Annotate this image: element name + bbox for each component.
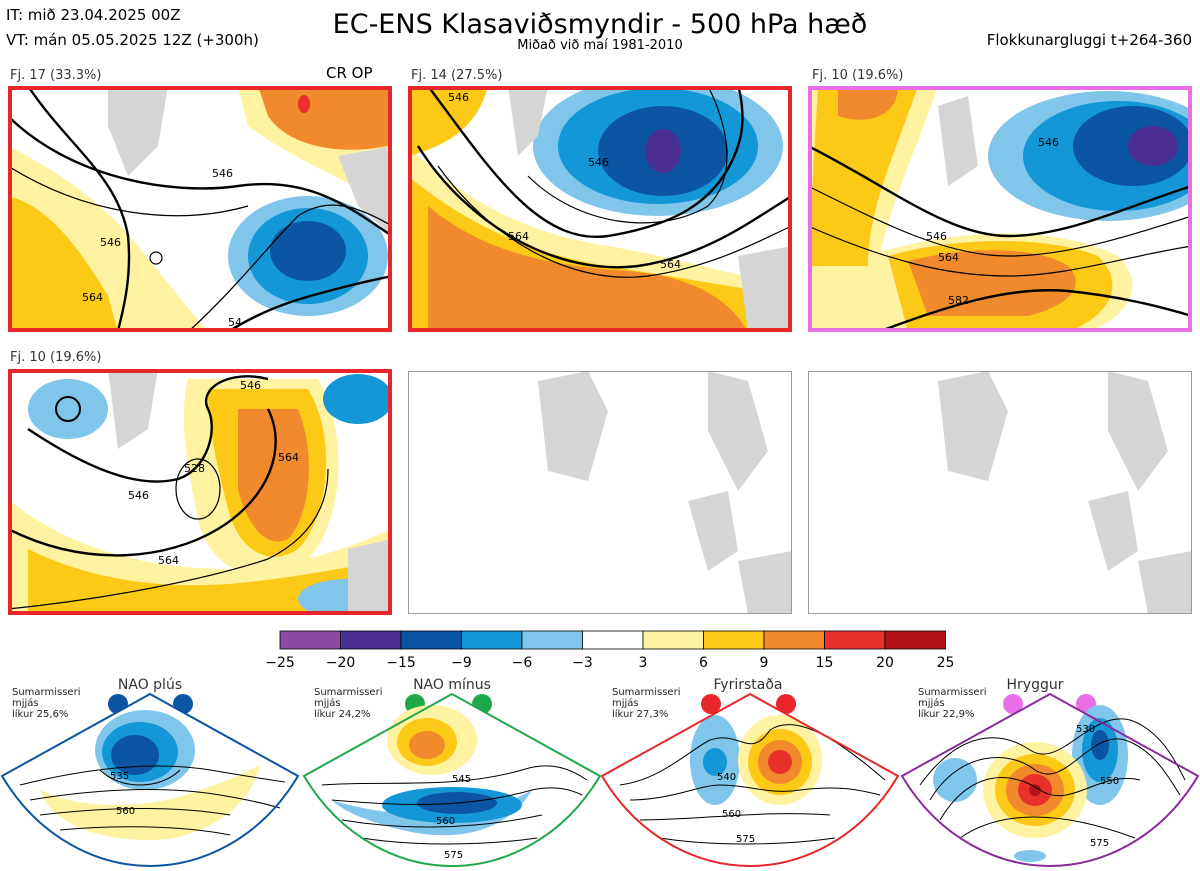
colorbar-cell: [884, 630, 946, 650]
contour-label: 564: [660, 258, 681, 271]
cluster-4-map: 546 528 546 564 564: [8, 369, 392, 615]
regime-contour-label: 560: [116, 806, 135, 817]
colorbar-tick-label: −6: [511, 655, 533, 671]
cluster-1-tag: CR OP: [326, 64, 373, 82]
cluster-4-label: Fj. 10 (19.6%): [10, 350, 102, 365]
colorbar-tick-label: −9: [451, 655, 472, 671]
colorbar-tick-label: 3: [638, 655, 648, 671]
cluster-3-map: 546 546 564 582: [808, 86, 1192, 332]
regime-3-map: 540 560 575: [600, 692, 900, 868]
regime-3-note: Sumarmisseri mjjás líkur 27,3%: [612, 687, 681, 720]
colorbar-tick-label: 25: [936, 655, 955, 671]
contour-label: 564: [938, 251, 959, 264]
contour-label: 564: [278, 451, 299, 464]
regime-contour-label: 560: [436, 816, 455, 827]
page-subtitle: Miðað við maí 1981-2010: [517, 38, 683, 53]
contour-label: 546: [100, 236, 121, 249]
classification-window: Flokkunargluggi t+264-360: [986, 31, 1192, 49]
regime-contour-label: 575: [444, 850, 463, 861]
cluster-2-map: 546 564 564 546: [408, 86, 792, 332]
regime-2-title: NAO mínus: [413, 677, 491, 693]
colorbar-tick-label: 6: [699, 655, 708, 671]
contour-label: 528: [184, 462, 205, 475]
page-title: EC-ENS Klasaviðsmyndir - 500 hPa hæð: [332, 9, 868, 40]
regime-2-note: Sumarmisseri mjjás líkur 24,2%: [314, 687, 383, 720]
regime-contour-label: 575: [1090, 838, 1109, 849]
colorbar-cell: [279, 630, 341, 650]
cluster-3-label: Fj. 10 (19.6%): [812, 68, 904, 83]
contour-label: 564: [82, 291, 103, 304]
regime-contour-label: 540: [717, 772, 736, 783]
colorbar: [279, 630, 946, 650]
colorbar-tick-label: −15: [386, 655, 416, 671]
colorbar-cell: [763, 630, 825, 650]
regime-1-title: NAO plús: [117, 677, 183, 693]
colorbar-cell: [703, 630, 765, 650]
colorbar-cell: [824, 630, 886, 650]
contour-label: 546: [1038, 136, 1059, 149]
regime-contour-label: 560: [722, 809, 741, 820]
colorbar-cell: [461, 630, 523, 650]
empty-map-2: [808, 371, 1192, 614]
colorbar-cell: [400, 630, 462, 650]
cluster-1-map: 546 546 564 54: [8, 86, 392, 332]
contour-label: 564: [508, 230, 529, 243]
regime-2-map: 545 560 575: [302, 692, 602, 868]
regime-contour-label: 550: [1100, 776, 1119, 787]
contour-label: 582: [948, 294, 969, 307]
regime-1-note: Sumarmisseri mjjás líkur 25,6%: [12, 687, 81, 720]
colorbar-cell: [582, 630, 644, 650]
regime-contour-label: 535: [110, 771, 129, 782]
contour-label: 546: [448, 91, 469, 104]
colorbar-cell: [642, 630, 704, 650]
regime-4-title: Hryggur: [1006, 677, 1064, 693]
regime-1-map: 535 560: [0, 692, 300, 868]
contour-label: 546: [128, 489, 149, 502]
contour-label: 564: [158, 554, 179, 567]
colorbar-tick-label: 15: [815, 655, 834, 671]
colorbar-tick-label: −3: [572, 655, 593, 671]
cluster-2-label: Fj. 14 (27.5%): [411, 68, 503, 83]
colorbar-tick-label: −20: [325, 655, 356, 671]
colorbar-tick-label: 9: [759, 655, 769, 671]
contour-label: 546: [588, 156, 609, 169]
regime-contour-label: 575: [736, 834, 755, 845]
colorbar-cell: [340, 630, 402, 650]
colorbar-tick-label: 20: [876, 655, 894, 671]
regime-contour-label: 530: [1076, 724, 1095, 735]
regime-3-title: Fyrirstaða: [713, 677, 783, 693]
regime-4-note: Sumarmisseri mjjás líkur 22,9%: [918, 687, 987, 720]
contour-label: 546: [212, 167, 233, 180]
colorbar-cell: [521, 630, 583, 650]
empty-map-1: [408, 371, 792, 614]
contour-label: 546: [240, 379, 261, 392]
colorbar-tick-label: −25: [265, 655, 295, 671]
regime-contour-label: 545: [452, 774, 471, 785]
cluster-1-label: Fj. 17 (33.3%): [10, 68, 102, 83]
regime-4-map: 530 550 575: [900, 692, 1200, 868]
init-time: IT: mið 23.04.2025 00Z: [6, 6, 181, 24]
contour-label: 546: [926, 230, 947, 243]
contour-label: 54: [228, 316, 242, 329]
valid-time: VT: mán 05.05.2025 12Z (+300h): [6, 31, 259, 49]
